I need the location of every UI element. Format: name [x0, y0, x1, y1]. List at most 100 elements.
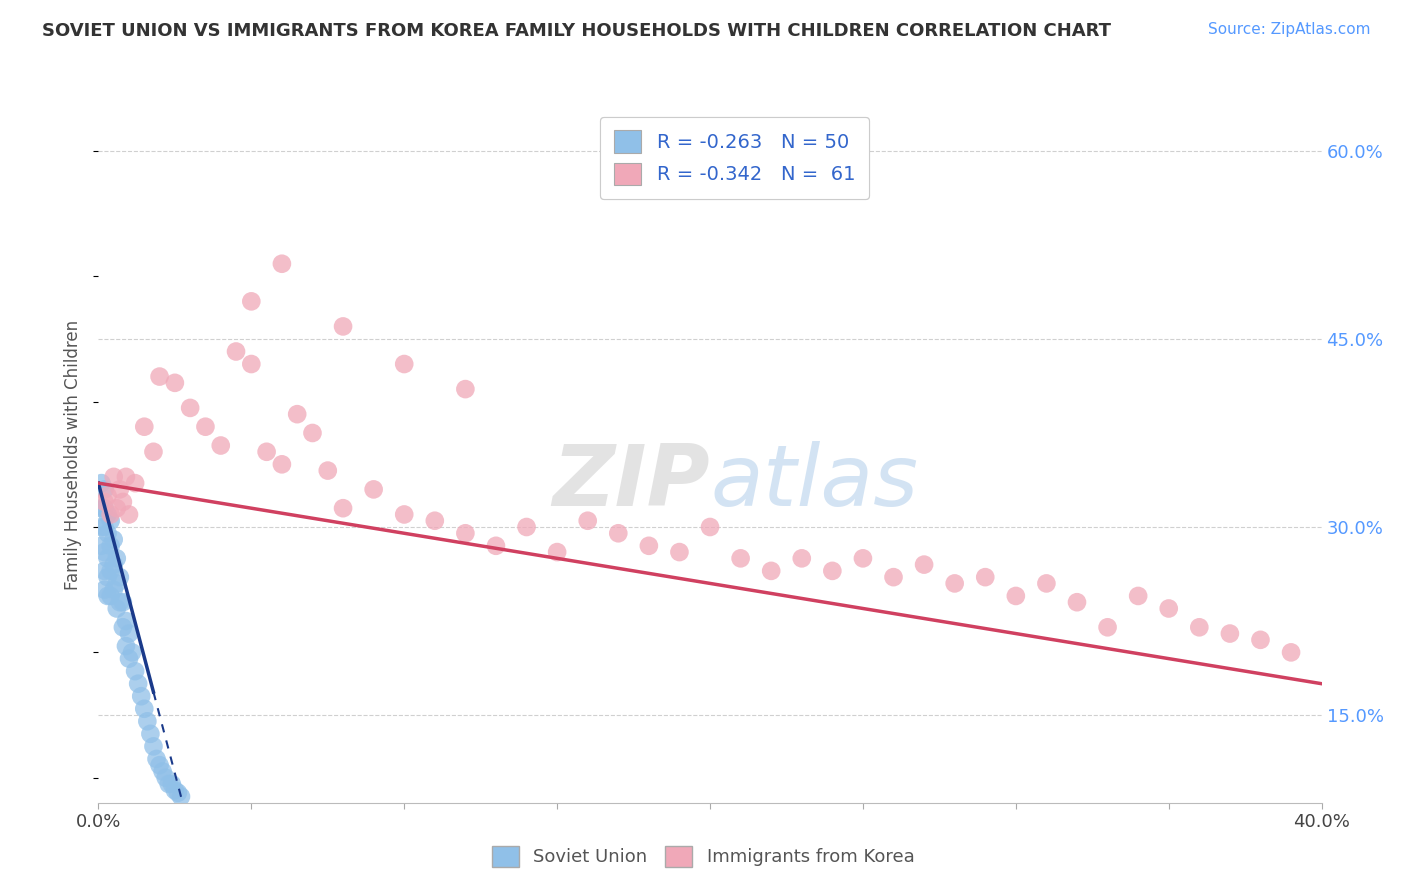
- Point: [118, 651, 141, 665]
- Point: [1004, 589, 1026, 603]
- Point: [105, 551, 128, 566]
- Point: [115, 614, 138, 628]
- Point: [167, 786, 190, 800]
- Point: [1249, 632, 1271, 647]
- Point: [115, 470, 138, 484]
- Point: [145, 752, 167, 766]
- Point: [93, 582, 115, 597]
- Point: [111, 620, 134, 634]
- Point: [105, 601, 128, 615]
- Point: [90, 476, 112, 491]
- Point: [93, 495, 115, 509]
- Point: [316, 464, 339, 478]
- Point: [194, 419, 217, 434]
- Point: [607, 526, 630, 541]
- Point: [93, 564, 115, 578]
- Point: [93, 520, 115, 534]
- Point: [103, 558, 125, 572]
- Point: [157, 777, 180, 791]
- Point: [363, 483, 385, 497]
- Point: [1279, 645, 1302, 659]
- Point: [332, 501, 354, 516]
- Point: [454, 382, 477, 396]
- Point: [142, 739, 165, 754]
- Point: [134, 702, 156, 716]
- Text: SOVIET UNION VS IMMIGRANTS FROM KOREA FAMILY HOUSEHOLDS WITH CHILDREN CORRELATIO: SOVIET UNION VS IMMIGRANTS FROM KOREA FA…: [42, 22, 1111, 40]
- Point: [392, 508, 416, 522]
- Point: [136, 714, 159, 729]
- Point: [240, 357, 263, 371]
- Point: [142, 444, 165, 458]
- Point: [883, 570, 905, 584]
- Point: [103, 582, 125, 597]
- Point: [105, 501, 128, 516]
- Text: ZIP: ZIP: [553, 442, 710, 524]
- Point: [115, 639, 138, 653]
- Point: [97, 508, 120, 522]
- Legend: R = -0.263   N = 50, R = -0.342   N =  61: R = -0.263 N = 50, R = -0.342 N = 61: [600, 117, 869, 199]
- Point: [974, 570, 997, 584]
- Point: [108, 483, 131, 497]
- Point: [121, 645, 143, 659]
- Point: [97, 526, 120, 541]
- Point: [852, 551, 875, 566]
- Point: [111, 595, 134, 609]
- Point: [93, 483, 115, 497]
- Point: [637, 539, 661, 553]
- Point: [111, 495, 134, 509]
- Point: [127, 676, 149, 690]
- Point: [163, 376, 186, 390]
- Point: [100, 514, 122, 528]
- Point: [301, 425, 323, 440]
- Point: [163, 783, 186, 797]
- Point: [100, 589, 122, 603]
- Point: [97, 489, 120, 503]
- Point: [90, 539, 112, 553]
- Point: [943, 576, 966, 591]
- Point: [100, 508, 122, 522]
- Text: atlas: atlas: [710, 442, 918, 524]
- Point: [1097, 620, 1119, 634]
- Point: [821, 564, 844, 578]
- Point: [730, 551, 752, 566]
- Point: [256, 444, 278, 458]
- Point: [1066, 595, 1088, 609]
- Point: [124, 664, 146, 678]
- Point: [790, 551, 813, 566]
- Point: [124, 476, 146, 491]
- Y-axis label: Family Households with Children: Family Households with Children: [65, 320, 83, 590]
- Point: [90, 501, 112, 516]
- Point: [454, 526, 477, 541]
- Point: [209, 438, 232, 452]
- Point: [90, 520, 112, 534]
- Point: [392, 357, 416, 371]
- Point: [129, 690, 152, 704]
- Point: [149, 758, 172, 772]
- Point: [93, 501, 115, 516]
- Point: [1128, 589, 1150, 603]
- Point: [97, 551, 120, 566]
- Point: [576, 514, 599, 528]
- Point: [332, 319, 354, 334]
- Point: [240, 294, 263, 309]
- Point: [1157, 601, 1180, 615]
- Point: [270, 458, 292, 472]
- Point: [1035, 576, 1057, 591]
- Point: [285, 407, 308, 421]
- Point: [152, 764, 174, 779]
- Point: [103, 470, 125, 484]
- Point: [118, 626, 141, 640]
- Point: [108, 595, 131, 609]
- Point: [170, 789, 193, 804]
- Point: [118, 508, 141, 522]
- Point: [546, 545, 568, 559]
- Point: [759, 564, 782, 578]
- Point: [160, 777, 183, 791]
- Point: [97, 589, 120, 603]
- Point: [149, 369, 172, 384]
- Point: [225, 344, 247, 359]
- Point: [1219, 626, 1241, 640]
- Point: [699, 520, 721, 534]
- Point: [139, 727, 162, 741]
- Point: [100, 564, 122, 578]
